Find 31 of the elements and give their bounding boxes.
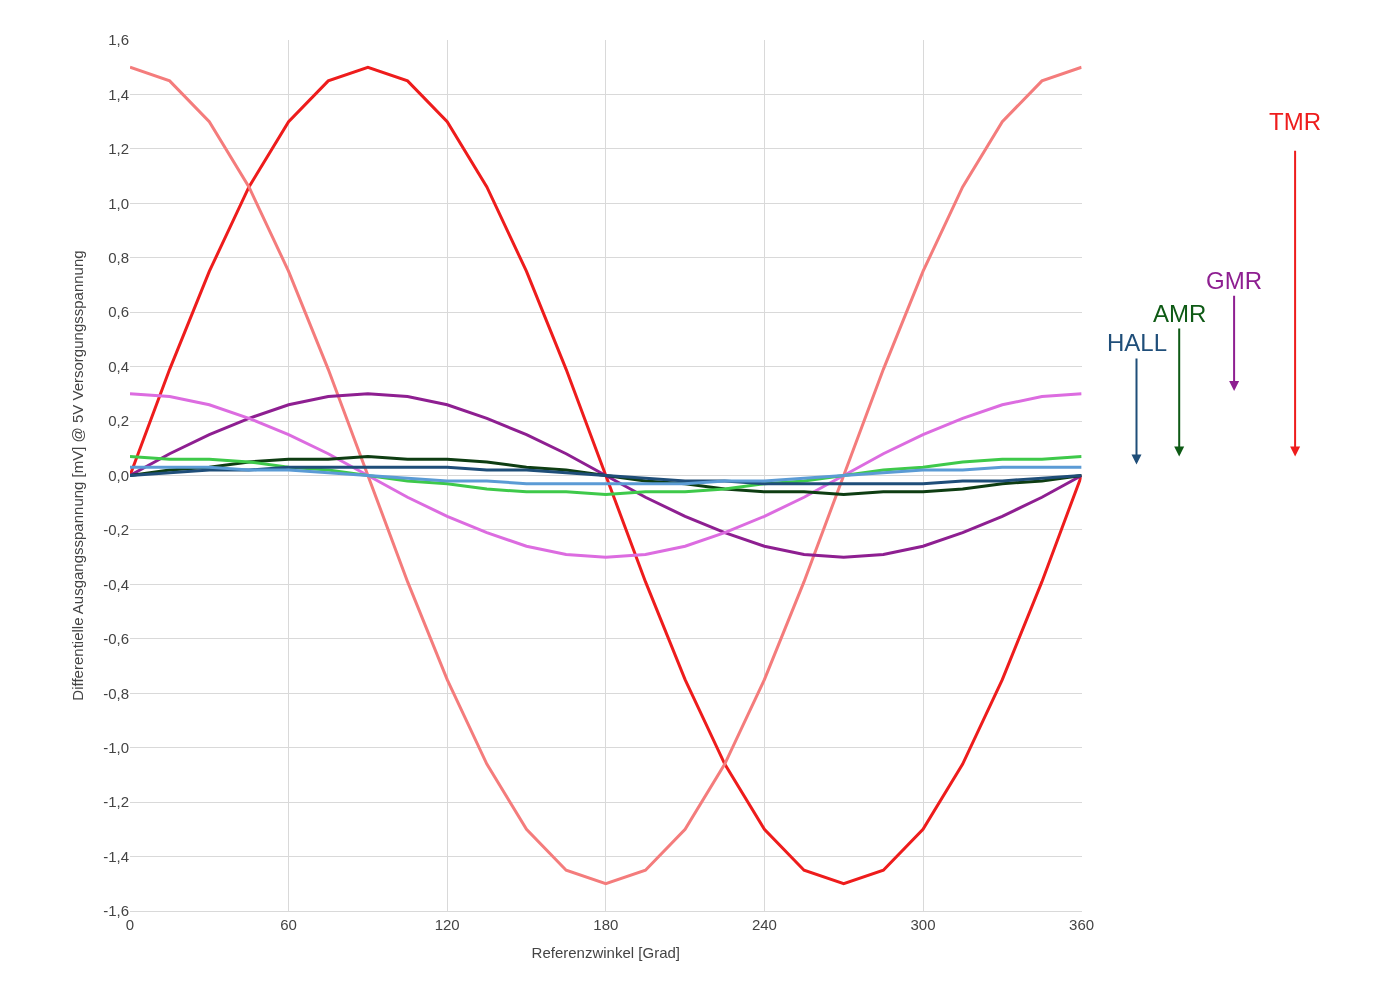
y-tick-label: -1,4: [103, 847, 129, 865]
line-series: [130, 65, 1082, 886]
x-tick-label: 180: [593, 916, 619, 933]
y-tick-label: 1,6: [108, 31, 129, 49]
y-tick-label: 0,6: [108, 303, 129, 321]
y-tick-label: 0,2: [108, 412, 129, 430]
y-tick-label: -0,8: [103, 684, 129, 702]
line-series: [130, 392, 1082, 559]
y-tick-label: 1,2: [108, 140, 129, 158]
x-tick-label: 300: [910, 916, 936, 933]
y-tick-label: 0,8: [108, 249, 129, 266]
y-tick-label: 0,4: [108, 357, 129, 375]
x-tick-label: 360: [1069, 916, 1095, 933]
y-tick-label: -0,4: [103, 575, 129, 593]
x-tick-label: 240: [751, 916, 777, 933]
x-tick-label: 120: [434, 916, 460, 933]
text: HALL: [1107, 329, 1168, 356]
x-axis-title: Referenzwinkel [Grad]: [531, 944, 680, 961]
y-tick-label: -0,2: [103, 521, 129, 539]
y-tick-label: 1,0: [108, 194, 129, 212]
text: AMR: [1153, 300, 1207, 327]
line-series: [130, 465, 1082, 486]
y-tick-label: -1,0: [103, 738, 129, 756]
text: GMR: [1206, 267, 1262, 294]
y-tick-label: -1,2: [103, 793, 129, 811]
x-tick-label: 60: [280, 916, 297, 933]
y-tick-label: 0,0: [108, 466, 129, 484]
y-tick-label: -0,6: [103, 630, 129, 648]
y-tick-label: 1,4: [108, 85, 129, 103]
y-axis-title: Differentielle Ausgangsspannung [mV] @ 5V Versorgungsspannung: [69, 250, 87, 701]
text: TMR: [1269, 108, 1321, 135]
